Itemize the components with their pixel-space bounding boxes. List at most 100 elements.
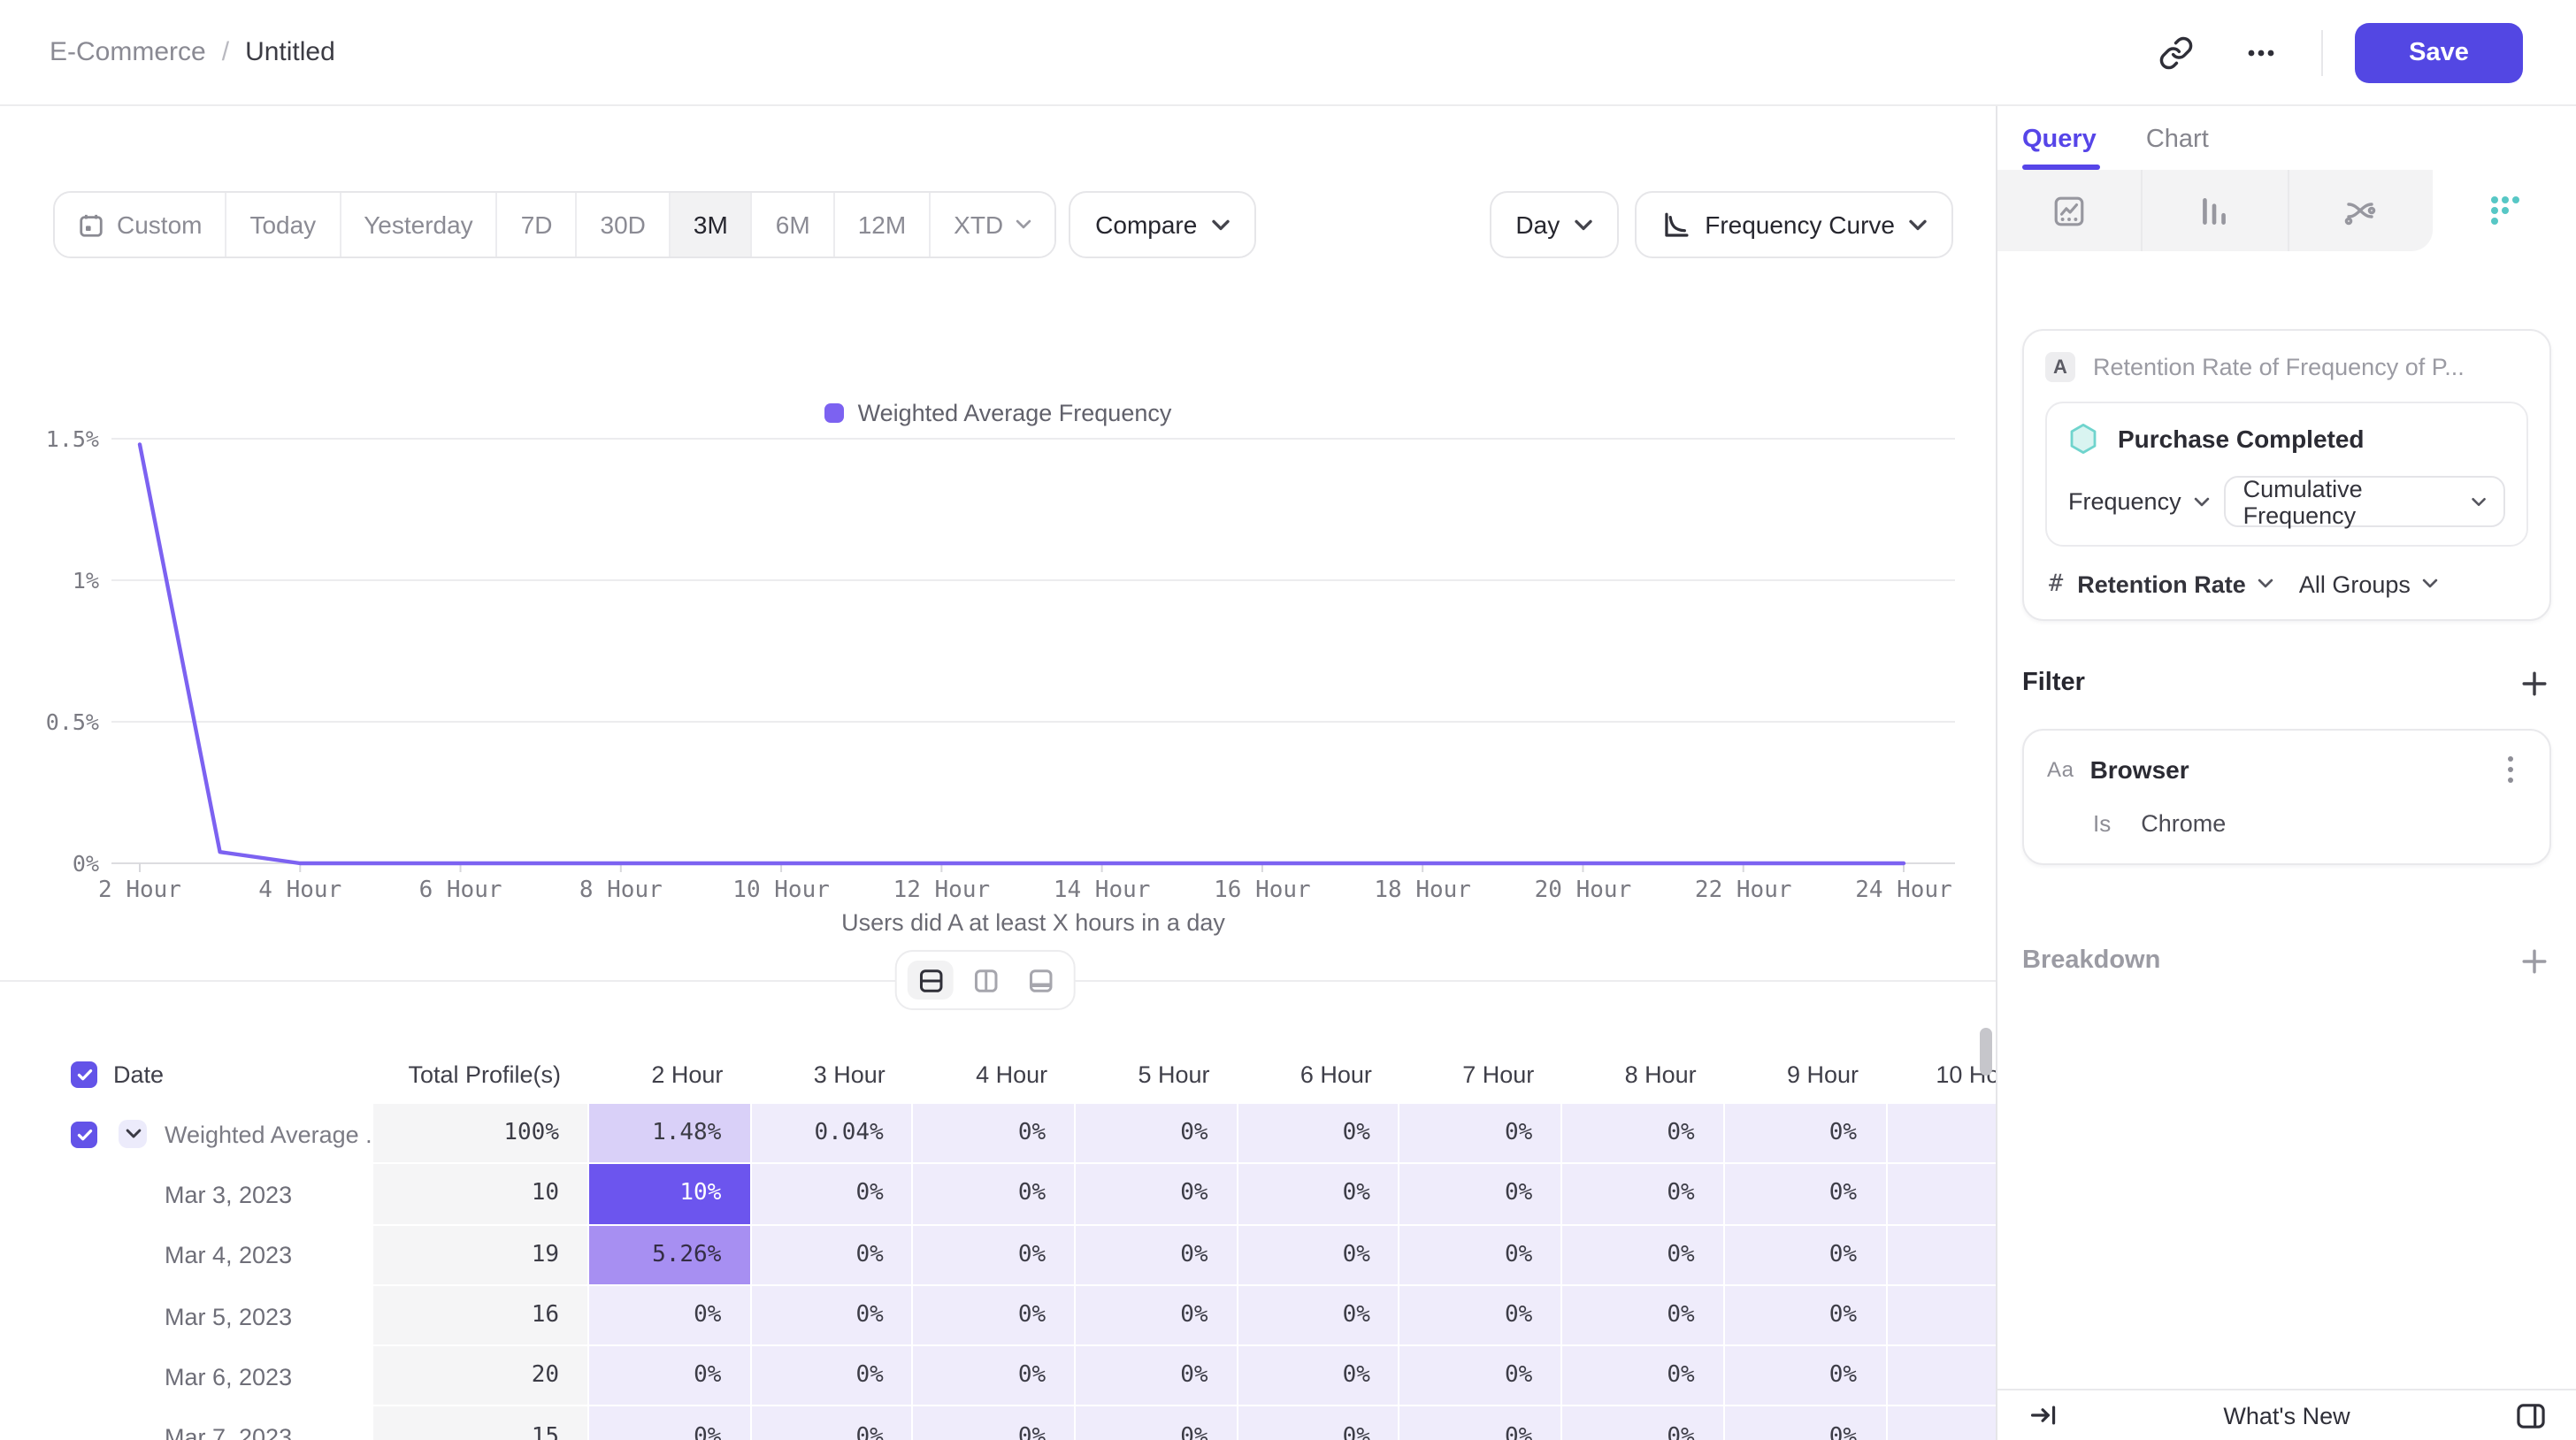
share-link-icon[interactable]: [2151, 27, 2201, 77]
range-option-3m[interactable]: 3M: [670, 193, 753, 257]
retention-cell[interactable]: 0%: [1076, 1406, 1238, 1440]
total-profiles-cell[interactable]: 100%: [373, 1104, 589, 1165]
tab-bar-chart-icon[interactable]: [2143, 170, 2288, 251]
total-profiles-cell[interactable]: 19: [373, 1225, 589, 1286]
retention-cell[interactable]: 0%: [751, 1406, 914, 1440]
add-breakdown-button[interactable]: [2516, 943, 2551, 978]
retention-cell[interactable]: [1887, 1164, 1996, 1226]
retention-cell[interactable]: 0%: [913, 1164, 1077, 1226]
row-checkbox[interactable]: [71, 1121, 97, 1148]
retention-cell[interactable]: 0%: [751, 1164, 914, 1226]
query-step-title[interactable]: Retention Rate of Frequency of P...: [2093, 354, 2465, 380]
range-option-7d[interactable]: 7D: [497, 193, 578, 257]
retention-cell[interactable]: 0%: [589, 1346, 752, 1407]
retention-cell[interactable]: 0%: [1562, 1285, 1725, 1347]
retention-cell[interactable]: 0%: [1724, 1225, 1887, 1286]
retention-cell[interactable]: [1887, 1225, 1996, 1286]
retention-cell[interactable]: 0%: [1562, 1104, 1725, 1165]
retention-cell[interactable]: 0%: [1724, 1164, 1887, 1226]
tab-flow-chart-icon[interactable]: [2288, 170, 2433, 251]
vertical-scrollbar-thumb[interactable]: [1980, 1028, 1992, 1076]
retention-cell[interactable]: 0%: [589, 1406, 752, 1440]
range-option-today[interactable]: Today: [226, 193, 341, 257]
retention-cell[interactable]: 0%: [1724, 1406, 1887, 1440]
total-profiles-cell[interactable]: 10: [373, 1164, 589, 1226]
retention-cell[interactable]: 10%: [589, 1164, 752, 1226]
row-checkbox[interactable]: [71, 1061, 97, 1088]
retention-cell[interactable]: 0%: [1076, 1104, 1238, 1165]
retention-cell[interactable]: 0%: [1076, 1225, 1238, 1286]
range-option-yesterday[interactable]: Yesterday: [341, 193, 498, 257]
range-option-xtd[interactable]: XTD: [931, 193, 1055, 257]
retention-cell[interactable]: 0%: [1238, 1346, 1400, 1407]
retention-cell[interactable]: 0%: [1076, 1285, 1238, 1347]
retention-cell[interactable]: 0%: [1076, 1164, 1238, 1226]
retention-cell[interactable]: 0%: [1399, 1406, 1563, 1440]
retention-cell[interactable]: 0%: [1399, 1225, 1563, 1286]
column-header[interactable]: 7 Hour: [1462, 1061, 1535, 1088]
add-filter-button[interactable]: [2516, 665, 2551, 701]
retention-cell[interactable]: 0%: [913, 1104, 1077, 1165]
retention-cell[interactable]: 0%: [1238, 1406, 1400, 1440]
measure-dropdown[interactable]: Retention Rate: [2077, 571, 2274, 597]
tab-line-chart-icon[interactable]: [1997, 170, 2143, 251]
filter-property[interactable]: Browser: [2089, 755, 2189, 784]
range-option-12m[interactable]: 12M: [834, 193, 932, 257]
column-header[interactable]: 2 Hour: [651, 1061, 724, 1088]
retention-cell[interactable]: 0%: [1399, 1285, 1563, 1347]
layout-split-vertical-icon[interactable]: [962, 961, 1008, 1000]
frequency-dropdown[interactable]: Frequency: [2068, 488, 2210, 515]
event-row[interactable]: Purchase Completed: [2068, 423, 2505, 455]
retention-cell[interactable]: 0%: [751, 1225, 914, 1286]
retention-cell[interactable]: 0%: [913, 1406, 1077, 1440]
column-header[interactable]: 8 Hour: [1624, 1061, 1697, 1088]
retention-cell[interactable]: 0%: [1562, 1406, 1725, 1440]
retention-cell[interactable]: [1887, 1104, 1996, 1165]
total-profiles-cell[interactable]: 15: [373, 1406, 589, 1440]
retention-cell[interactable]: 0%: [1076, 1346, 1238, 1407]
column-header[interactable]: Date: [113, 1061, 165, 1088]
retention-cell[interactable]: 5.26%: [589, 1225, 752, 1286]
collapse-panel-icon[interactable]: [2024, 1396, 2063, 1435]
retention-cell[interactable]: 0%: [589, 1285, 752, 1347]
column-header[interactable]: 6 Hour: [1300, 1061, 1372, 1088]
retention-cell[interactable]: 0%: [1562, 1346, 1725, 1407]
column-header[interactable]: 9 Hour: [1786, 1061, 1859, 1088]
retention-cell[interactable]: 0%: [751, 1285, 914, 1347]
total-profiles-cell[interactable]: 20: [373, 1346, 589, 1407]
retention-cell[interactable]: 0%: [1724, 1346, 1887, 1407]
retention-cell[interactable]: 0%: [1399, 1104, 1563, 1165]
retention-cell[interactable]: 0.04%: [751, 1104, 914, 1165]
retention-cell[interactable]: 0%: [1238, 1164, 1400, 1226]
range-option-6m[interactable]: 6M: [752, 193, 835, 257]
side-panel-toggle-icon[interactable]: [2511, 1396, 2549, 1435]
more-menu-icon[interactable]: [2236, 27, 2286, 77]
retention-cell[interactable]: 0%: [1562, 1164, 1725, 1226]
column-header[interactable]: 4 Hour: [976, 1061, 1048, 1088]
column-header[interactable]: 5 Hour: [1138, 1061, 1210, 1088]
retention-cell[interactable]: 0%: [913, 1346, 1077, 1407]
retention-cell[interactable]: [1887, 1285, 1996, 1347]
filter-operator[interactable]: Is: [2093, 810, 2112, 837]
column-header[interactable]: Total Profile(s): [408, 1061, 561, 1088]
total-profiles-cell[interactable]: 16: [373, 1285, 589, 1347]
breadcrumb-project[interactable]: E-Commerce: [50, 37, 206, 67]
filter-options-icon[interactable]: [2495, 754, 2526, 785]
granularity-dropdown[interactable]: Day: [1489, 191, 1619, 258]
filter-value[interactable]: Chrome: [2141, 810, 2227, 837]
retention-cell[interactable]: 0%: [1399, 1164, 1563, 1226]
retention-cell[interactable]: 0%: [913, 1285, 1077, 1347]
tab-query[interactable]: Query: [2022, 126, 2100, 170]
retention-cell[interactable]: 1.48%: [589, 1104, 752, 1165]
tab-frequency-dots-icon[interactable]: [2432, 170, 2576, 251]
whats-new-link[interactable]: What's New: [2223, 1402, 2350, 1429]
layout-bottom-panel-icon[interactable]: [1017, 961, 1063, 1000]
retention-cell[interactable]: 0%: [751, 1346, 914, 1407]
range-option-custom[interactable]: Custom: [55, 193, 227, 257]
range-option-30d[interactable]: 30D: [577, 193, 671, 257]
expand-row-chevron-icon[interactable]: [119, 1120, 147, 1149]
frequency-type-select[interactable]: Cumulative Frequency: [2223, 475, 2505, 528]
retention-cell[interactable]: [1887, 1406, 1996, 1440]
column-header[interactable]: 3 Hour: [813, 1061, 886, 1088]
retention-cell[interactable]: 0%: [913, 1225, 1077, 1286]
